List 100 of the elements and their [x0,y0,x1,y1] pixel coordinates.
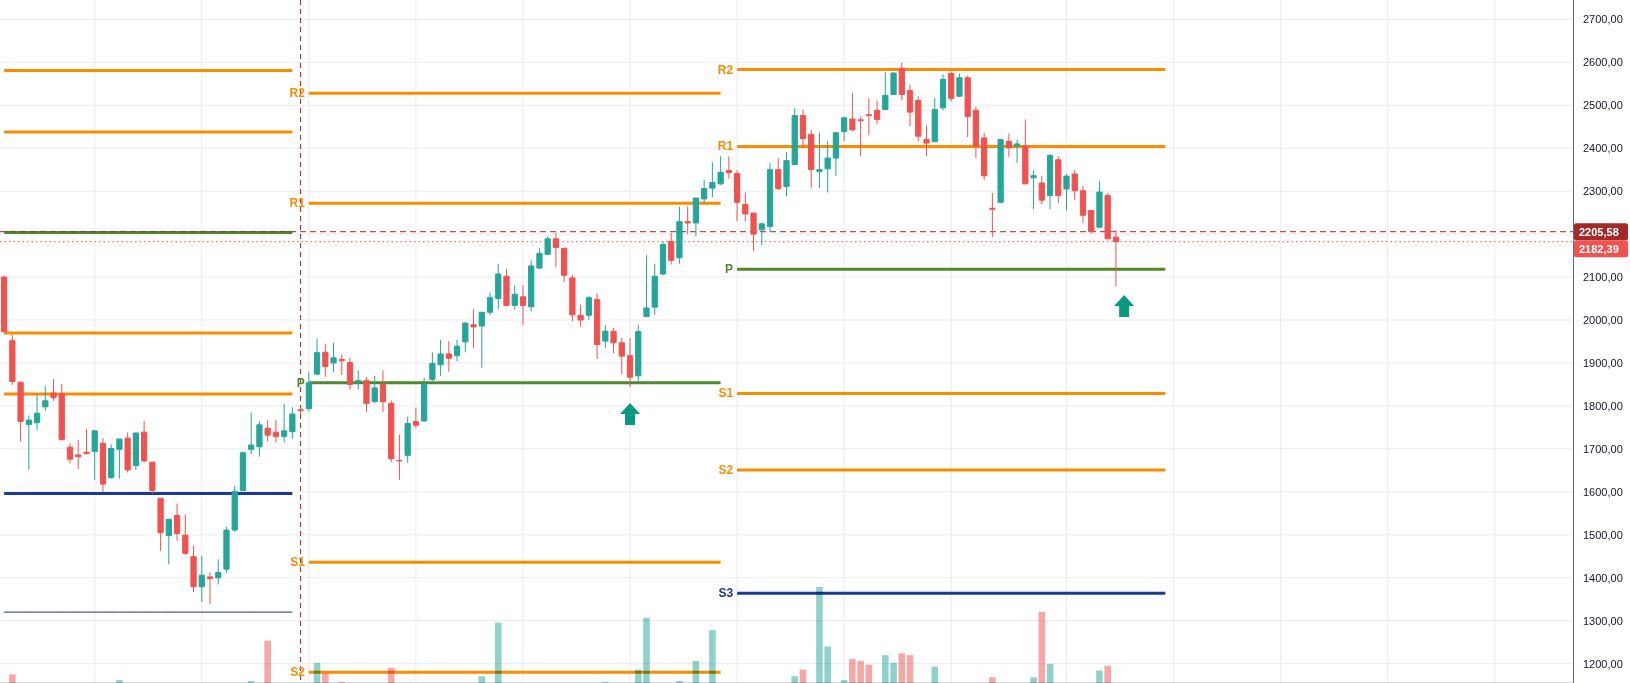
candlestick [882,71,889,111]
candlestick [906,84,914,127]
series-label: S1 [290,555,306,570]
candlestick [593,292,601,360]
candlestick [33,393,41,431]
candlestick [659,240,667,276]
bar [906,655,914,683]
candlestick [923,124,930,157]
candlestick [898,62,905,101]
candlestick [610,327,617,354]
y-tick-label: 2400,00 [1583,142,1623,155]
y-tick-label: 1900,00 [1583,356,1623,369]
bar [709,630,716,683]
candlestick [1030,170,1037,210]
candlestick [890,71,897,95]
y-tick-label: 2700,00 [1583,13,1623,26]
bar [989,677,996,683]
y-tick-label: 1800,00 [1583,399,1623,412]
candlestick [396,434,403,481]
candlestick [478,311,485,369]
candlestick [684,206,691,235]
candlestick [997,139,1004,203]
candlestick [766,162,774,233]
candlestick [824,140,831,193]
candlestick [948,70,955,102]
candlestick [248,411,255,455]
y-tick-label: 2300,00 [1583,185,1623,198]
candlestick [25,414,32,471]
candlestick [701,179,708,204]
bar [898,653,906,683]
candlestick [915,95,922,142]
y-tick-label: 2500,00 [1583,99,1623,112]
candlestick [116,438,123,480]
candlestick [1055,155,1062,204]
candlestick [1046,153,1054,210]
candlestick [519,284,527,326]
bar [692,660,700,683]
y-tick-label: 2600,00 [1583,56,1623,69]
candlestick [1079,185,1087,224]
y-tick-label: 1200,00 [1583,657,1623,670]
candlestick [775,157,782,191]
candlestick [264,419,271,443]
bar [494,622,502,683]
candlestick [733,169,741,222]
candlestick [939,73,947,111]
bar [791,676,799,683]
bar [264,640,271,683]
candlestick [495,263,502,311]
candlestick [808,129,815,189]
series-label: R2 [289,86,306,101]
candlestick [964,75,971,138]
candlestick [165,518,172,565]
candlestick [626,337,634,388]
candlestick [725,155,732,180]
candlestick [528,259,535,312]
y-tick-label: 1400,00 [1583,571,1623,584]
text: P [725,262,734,277]
candlestick [1096,180,1103,228]
series-label: S2 [290,665,306,680]
series-label: S3 [718,586,734,601]
candlestick [453,339,461,362]
candlestick [305,371,312,413]
candlestick [99,437,107,493]
series-label: R1 [289,196,306,211]
candlestick [355,369,362,391]
candlestick [173,502,181,542]
candlestick [313,337,321,376]
candlestick [1071,169,1078,201]
bar [1038,611,1046,683]
candlestick [799,109,807,149]
candlestick [198,555,205,603]
candlestick [1022,118,1029,185]
text: R2 [717,62,734,77]
candlestick [0,275,8,334]
candlestick [462,322,469,353]
candlestick [1005,133,1012,158]
candlestick [841,117,848,142]
bar [1030,677,1037,683]
candlestick [445,340,452,373]
candlestick [9,334,16,386]
bar [322,673,329,683]
y-tick-label: 2100,00 [1583,271,1623,284]
text: S1 [718,386,734,401]
candlestick [1104,192,1111,240]
ref-line-label: 2182,39 [1579,242,1619,255]
candlestick [132,432,140,471]
candlestick [602,324,609,349]
bar [1104,665,1111,683]
candlestick [503,268,510,307]
candlestick [561,247,568,283]
candlestick [931,97,938,143]
candlestick [330,342,337,373]
text: S2 [718,462,734,477]
candlestick [281,403,288,443]
candlestick [272,419,280,443]
candlestick [256,420,263,458]
bar [313,662,321,683]
candlestick [371,375,378,404]
candlestick [149,461,156,495]
candlestick [297,406,304,416]
